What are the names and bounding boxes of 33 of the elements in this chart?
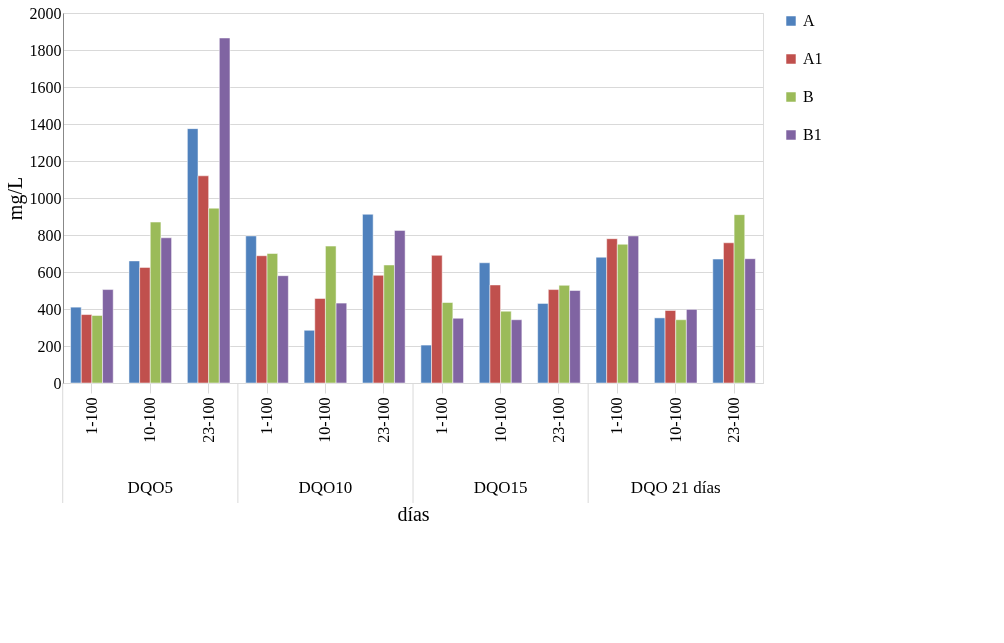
legend-label: A	[803, 12, 815, 29]
x-tick-label: 1-100	[608, 397, 626, 435]
x-axis-title: días	[397, 502, 430, 525]
y-tick-label: 0	[53, 374, 62, 392]
x-tick-label: 10-100	[141, 397, 159, 443]
x-tick-label: 1-100	[433, 397, 451, 435]
legend-label: A1	[803, 50, 823, 67]
x-tick-label: 10-100	[491, 397, 509, 443]
y-tick-label: 1600	[29, 78, 62, 96]
text: DQO5	[127, 478, 173, 497]
y-axis-title: mg/L	[3, 176, 27, 221]
legend-label: B	[803, 88, 814, 105]
text: DQO10	[298, 478, 353, 497]
text: DQO15	[473, 478, 528, 497]
y-tick-label: 2000	[29, 4, 62, 22]
x-tick-label: 23-100	[725, 397, 743, 443]
y-tick-label: 1400	[29, 115, 62, 133]
y-tick-label: 1800	[29, 41, 62, 59]
text: DQO 21 días	[630, 478, 721, 497]
y-tick-label: 1200	[29, 152, 62, 170]
x-tick-label: 23-100	[549, 397, 567, 443]
x-tick-label: 23-100	[199, 397, 217, 443]
y-tick-label: 600	[37, 263, 62, 281]
y-tick-label: 200	[37, 337, 62, 355]
x-tick-label: 23-100	[374, 397, 392, 443]
legend-label: B1	[803, 126, 822, 143]
y-tick-label: 800	[37, 226, 62, 244]
x-tick-label: 10-100	[316, 397, 334, 443]
y-tick-label: 1000	[29, 189, 62, 207]
x-tick-label: 10-100	[666, 397, 684, 443]
x-tick-label: 1-100	[258, 397, 276, 435]
y-tick-label: 400	[37, 300, 62, 318]
x-tick-label: 1-100	[82, 397, 100, 435]
